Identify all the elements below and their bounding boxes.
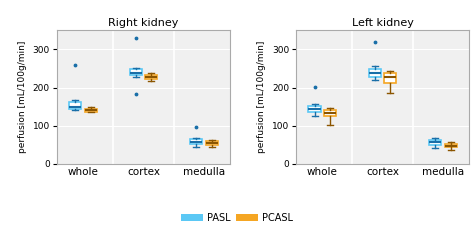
Legend: PASL, PCASL: PASL, PCASL xyxy=(178,209,296,227)
Y-axis label: perfusion [mL/100g/min]: perfusion [mL/100g/min] xyxy=(257,41,266,153)
Y-axis label: perfusion [mL/100g/min]: perfusion [mL/100g/min] xyxy=(18,41,27,153)
PathPatch shape xyxy=(445,144,457,147)
PathPatch shape xyxy=(85,109,97,112)
PathPatch shape xyxy=(130,69,142,75)
PathPatch shape xyxy=(145,75,157,79)
PathPatch shape xyxy=(309,106,320,112)
Title: Left kidney: Left kidney xyxy=(352,18,413,28)
PathPatch shape xyxy=(369,69,381,77)
PathPatch shape xyxy=(69,102,82,109)
PathPatch shape xyxy=(429,140,441,145)
PathPatch shape xyxy=(324,110,336,116)
PathPatch shape xyxy=(190,139,202,144)
PathPatch shape xyxy=(384,73,396,83)
PathPatch shape xyxy=(206,141,218,145)
Title: Right kidney: Right kidney xyxy=(109,18,179,28)
